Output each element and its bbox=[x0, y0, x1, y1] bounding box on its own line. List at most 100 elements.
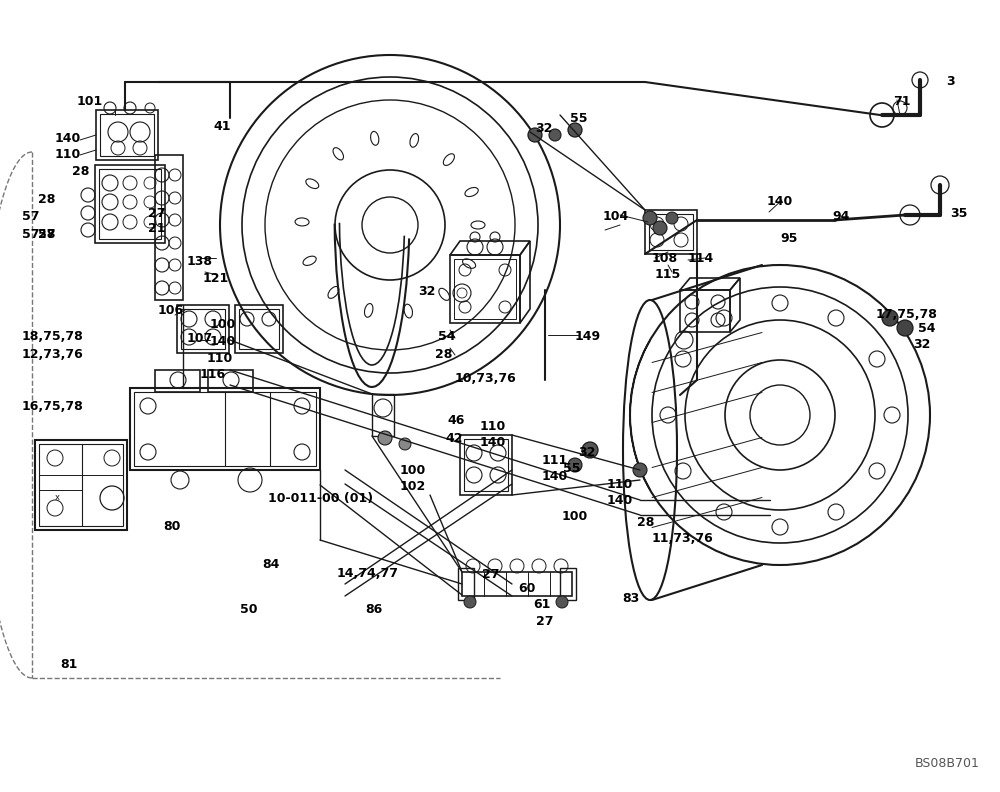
Bar bbox=[100, 114, 154, 156]
Text: 17,75,78: 17,75,78 bbox=[876, 308, 938, 321]
Text: 140: 140 bbox=[767, 195, 793, 208]
Text: 61: 61 bbox=[533, 598, 550, 611]
Text: 57: 57 bbox=[22, 228, 40, 241]
Text: 101: 101 bbox=[77, 95, 103, 108]
Bar bbox=[134, 392, 316, 466]
Text: 12,73,76: 12,73,76 bbox=[22, 348, 84, 361]
Bar bbox=[560, 568, 576, 600]
Text: 27: 27 bbox=[536, 615, 554, 628]
Text: 28: 28 bbox=[38, 228, 55, 241]
Bar bbox=[130, 388, 320, 470]
Text: 21: 21 bbox=[148, 222, 166, 235]
Circle shape bbox=[528, 128, 542, 142]
Text: 32: 32 bbox=[535, 122, 552, 135]
Text: 28: 28 bbox=[637, 516, 654, 529]
Text: 140: 140 bbox=[210, 335, 236, 348]
Bar bbox=[235, 305, 283, 353]
Text: 11,73,76: 11,73,76 bbox=[652, 532, 714, 545]
Bar bbox=[462, 572, 572, 596]
Bar bbox=[372, 394, 394, 436]
Text: 55: 55 bbox=[570, 112, 588, 125]
Text: 27: 27 bbox=[482, 568, 500, 581]
Text: BS08B701: BS08B701 bbox=[915, 757, 980, 770]
Text: 110: 110 bbox=[55, 148, 81, 161]
Circle shape bbox=[568, 458, 582, 472]
Text: 32: 32 bbox=[418, 285, 435, 298]
Text: 35: 35 bbox=[950, 207, 967, 220]
Text: 110: 110 bbox=[607, 478, 633, 491]
Text: 71: 71 bbox=[893, 95, 910, 108]
Bar bbox=[99, 169, 161, 239]
Text: 86: 86 bbox=[365, 603, 382, 616]
Text: 100: 100 bbox=[562, 510, 588, 523]
Text: 55: 55 bbox=[563, 462, 580, 475]
Text: 108: 108 bbox=[652, 252, 678, 265]
Text: 28: 28 bbox=[72, 165, 89, 178]
Text: 80: 80 bbox=[163, 520, 180, 533]
Text: 54: 54 bbox=[438, 330, 456, 343]
Text: 28: 28 bbox=[38, 193, 55, 206]
Bar bbox=[450, 255, 520, 323]
Bar bbox=[458, 568, 474, 600]
Text: 84: 84 bbox=[262, 558, 279, 571]
Text: 57: 57 bbox=[38, 228, 56, 241]
Circle shape bbox=[897, 320, 913, 336]
Bar bbox=[39, 444, 123, 526]
Text: 107: 107 bbox=[187, 332, 213, 345]
Bar bbox=[208, 370, 253, 392]
Bar bbox=[95, 165, 165, 243]
Text: x: x bbox=[54, 493, 60, 502]
Text: 95: 95 bbox=[780, 232, 797, 245]
Bar bbox=[177, 305, 229, 353]
Circle shape bbox=[556, 596, 568, 608]
Bar bbox=[155, 370, 200, 392]
Text: 46: 46 bbox=[447, 414, 464, 427]
Bar bbox=[454, 259, 516, 319]
Bar bbox=[96, 110, 158, 160]
Bar bbox=[239, 309, 279, 349]
Bar bbox=[460, 435, 512, 495]
Text: 60: 60 bbox=[518, 582, 535, 595]
Circle shape bbox=[568, 123, 582, 137]
Text: 116: 116 bbox=[200, 368, 226, 381]
Bar bbox=[649, 214, 693, 250]
Text: 94: 94 bbox=[832, 210, 849, 223]
Circle shape bbox=[582, 442, 598, 458]
Text: 121: 121 bbox=[203, 272, 229, 285]
Text: 110: 110 bbox=[480, 420, 506, 433]
Text: 54: 54 bbox=[918, 322, 936, 335]
Text: 114: 114 bbox=[688, 252, 714, 265]
Text: 28: 28 bbox=[435, 348, 452, 361]
Circle shape bbox=[666, 212, 678, 224]
Text: 100: 100 bbox=[400, 464, 426, 477]
Circle shape bbox=[882, 310, 898, 326]
Bar bbox=[181, 309, 225, 349]
Circle shape bbox=[464, 596, 476, 608]
Text: 110: 110 bbox=[207, 352, 233, 365]
Text: 83: 83 bbox=[622, 592, 639, 605]
Circle shape bbox=[633, 463, 647, 477]
Bar bbox=[155, 155, 183, 300]
Text: 149: 149 bbox=[575, 330, 601, 343]
Text: 104: 104 bbox=[603, 210, 629, 223]
Text: 10,73,76: 10,73,76 bbox=[455, 372, 517, 385]
Text: 115: 115 bbox=[655, 268, 681, 281]
Text: 18,75,78: 18,75,78 bbox=[22, 330, 84, 343]
Text: 138: 138 bbox=[187, 255, 213, 268]
Text: 140: 140 bbox=[55, 132, 81, 145]
Text: 102: 102 bbox=[400, 480, 426, 493]
Text: 111: 111 bbox=[542, 454, 568, 467]
Text: 100: 100 bbox=[210, 318, 236, 331]
Circle shape bbox=[549, 129, 561, 141]
Text: 41: 41 bbox=[213, 120, 230, 133]
Text: 16,75,78: 16,75,78 bbox=[22, 400, 84, 413]
Text: 27: 27 bbox=[148, 207, 166, 220]
Circle shape bbox=[399, 438, 411, 450]
Text: 14,74,77: 14,74,77 bbox=[337, 567, 399, 580]
Text: 50: 50 bbox=[240, 603, 258, 616]
Bar bbox=[645, 210, 697, 254]
Text: 81: 81 bbox=[60, 658, 77, 671]
Circle shape bbox=[378, 431, 392, 445]
Text: 42: 42 bbox=[445, 432, 462, 445]
Bar bbox=[464, 439, 508, 491]
